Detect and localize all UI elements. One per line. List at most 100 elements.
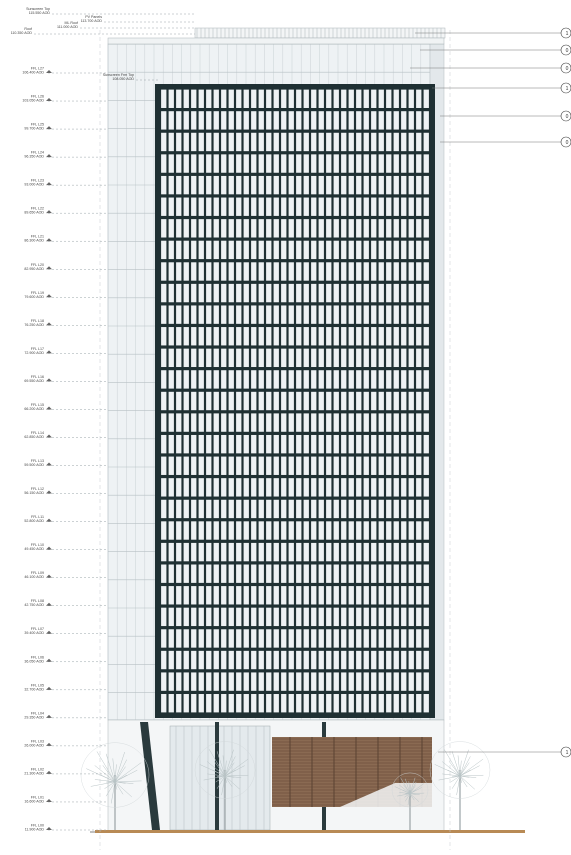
- level-value: 52.800 AOD: [24, 519, 44, 523]
- level-name: FFL L01: [31, 795, 44, 799]
- roof-level-name: Sunscreen Top: [26, 7, 50, 11]
- level-name: FFL L09: [31, 571, 44, 575]
- tree: [391, 772, 429, 832]
- roof-level-value: 113.700 AOD: [81, 19, 103, 23]
- level-name: FFL L22: [31, 207, 44, 211]
- level-value: 36.050 AOD: [24, 659, 44, 663]
- callout-tag: 0: [410, 62, 571, 74]
- level-value: 21.300 AOD: [24, 771, 44, 775]
- callout-number: 0: [566, 114, 569, 120]
- roof-parapet: [107, 37, 445, 45]
- callout-number: 1: [566, 31, 569, 37]
- level-value: 56.150 AOD: [24, 491, 44, 495]
- callout-tag: 0: [440, 136, 571, 148]
- roof-level-value: 111.000 AOD: [57, 25, 78, 29]
- level-value: 16.600 AOD: [24, 799, 44, 803]
- level-value: 42.750 AOD: [24, 603, 44, 607]
- level-value: 72.900 AOD: [24, 351, 44, 355]
- callout-tag: 0: [420, 44, 571, 56]
- roof-plant-screen: [194, 27, 446, 39]
- level-value: 49.450 AOD: [24, 547, 44, 551]
- level-name: FFL L16: [31, 375, 44, 379]
- callout-tag: 0: [440, 110, 571, 122]
- level-value: 66.200 AOD: [24, 407, 44, 411]
- level-name: FFL L06: [31, 655, 44, 659]
- level-name: FFL L19: [31, 291, 44, 295]
- level-name: FFL L17: [31, 347, 44, 351]
- level-name: FFL L15: [31, 403, 44, 407]
- level-name: FFL L10: [31, 543, 44, 547]
- roof-level-name: Roof: [24, 27, 32, 31]
- roof-level-value: 115.550 AOD: [29, 11, 51, 15]
- level-value: 106.400 AOD: [22, 71, 44, 75]
- level-name: FFL L05: [31, 683, 44, 687]
- level-value: 79.600 AOD: [24, 295, 44, 299]
- level-value: 76.250 AOD: [24, 323, 44, 327]
- callout-number: 1: [566, 86, 569, 92]
- level-name: FFL L20: [31, 263, 44, 267]
- roof-screen-fins: [196, 28, 442, 38]
- callout-number: 0: [566, 140, 569, 146]
- level-value: 99.700 AOD: [24, 127, 44, 131]
- level-name: FFL L21: [31, 235, 44, 239]
- level-name: FFL L07: [31, 627, 44, 631]
- tree: [429, 741, 491, 832]
- level-name: FFL L03: [31, 739, 44, 743]
- sloped-column: [140, 722, 160, 830]
- level-name: FFL L11: [31, 515, 44, 519]
- level-value: 32.700 AOD: [24, 687, 44, 691]
- level-name: FFL L24: [31, 151, 44, 155]
- level-value: 59.500 AOD: [24, 463, 44, 467]
- tree: [80, 742, 150, 832]
- level-name: FFL L26: [31, 95, 44, 99]
- level-name: FFL L27: [31, 67, 44, 71]
- ground-floor-podium: [107, 719, 445, 833]
- callout-number: 1: [566, 750, 569, 756]
- roof-level-name: ML Roof: [65, 21, 78, 25]
- level-name: FFL L02: [31, 767, 44, 771]
- callout-tag: 1: [415, 27, 571, 39]
- roof-level-name: PV Panels: [85, 15, 102, 19]
- level-name: FFL L00: [31, 824, 44, 828]
- level-name: FFL L13: [31, 459, 44, 463]
- level-value: 39.400 AOD: [24, 631, 44, 635]
- level-value: 11.900 AOD: [25, 828, 45, 832]
- timber-screen-battens: [272, 737, 432, 807]
- level-name: FFL L25: [31, 123, 44, 127]
- street-trees: [80, 741, 491, 832]
- level-value: 96.350 AOD: [24, 155, 44, 159]
- level-value: 86.300 AOD: [24, 239, 44, 243]
- level-name: FFL L08: [31, 599, 44, 603]
- level-value: 46.100 AOD: [24, 575, 44, 579]
- dark-facade-frame: [155, 84, 435, 718]
- level-value: 93.000 AOD: [24, 183, 44, 187]
- level-name: FFL L04: [31, 711, 44, 715]
